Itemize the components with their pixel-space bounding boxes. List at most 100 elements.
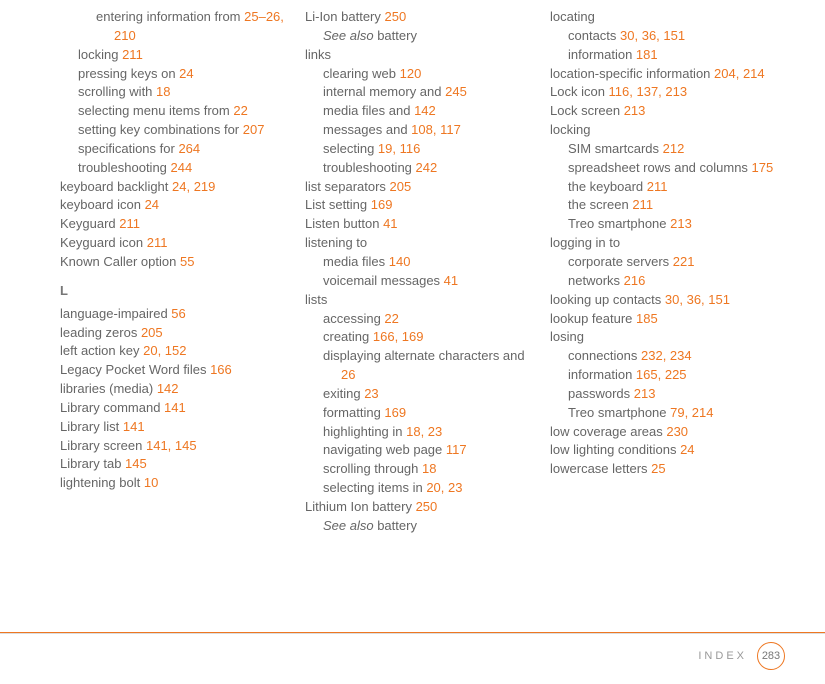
page-ref[interactable]: 165, 225 — [636, 367, 687, 382]
page-ref[interactable]: 24 — [145, 197, 159, 212]
page-ref[interactable]: 211 — [147, 235, 168, 250]
page-ref[interactable]: 20, 152 — [143, 343, 186, 358]
page-ref[interactable]: 24, 219 — [172, 179, 215, 194]
page-ref[interactable]: 55 — [180, 254, 194, 269]
page-ref[interactable]: 116, 137, 213 — [609, 84, 688, 99]
entry-text: information — [568, 47, 636, 62]
entry-text: losing — [550, 329, 584, 344]
index-entry: Legacy Pocket Word files 166 — [60, 361, 295, 380]
page-ref[interactable]: 120 — [400, 66, 422, 81]
page-ref[interactable]: 41 — [444, 273, 458, 288]
page-ref[interactable]: 141, 145 — [146, 438, 197, 453]
index-entry: Treo smartphone 79, 214 — [568, 404, 785, 423]
index-entry: left action key 20, 152 — [60, 342, 295, 361]
page-ref[interactable]: 22 — [233, 103, 247, 118]
page-ref[interactable]: 140 — [389, 254, 411, 269]
page-ref[interactable]: 204, 214 — [714, 66, 765, 81]
page-ref[interactable]: 141 — [164, 400, 186, 415]
page-ref[interactable]: 244 — [171, 160, 193, 175]
page-ref[interactable]: 211 — [632, 197, 653, 212]
page-ref[interactable]: 30, 36, 151 — [665, 292, 730, 307]
page-ref[interactable]: 20, 23 — [426, 480, 462, 495]
page-ref[interactable]: 56 — [171, 306, 185, 321]
page-ref[interactable]: 142 — [157, 381, 179, 396]
index-column-3: locatingcontacts 30, 36, 151information … — [550, 8, 785, 536]
page-ref[interactable]: 169 — [371, 197, 393, 212]
index-entry: selecting items in 20, 23 — [323, 479, 540, 498]
page-ref[interactable]: 211 — [119, 216, 140, 231]
page-ref[interactable]: 22 — [384, 311, 398, 326]
page-ref[interactable]: 212 — [663, 141, 685, 156]
page-number-badge: 283 — [757, 642, 785, 670]
page-ref[interactable]: 166, 169 — [373, 329, 424, 344]
entry-text: links — [305, 47, 331, 62]
page-ref[interactable]: 250 — [416, 499, 438, 514]
page-ref[interactable]: 108, 117 — [411, 122, 461, 137]
page-ref[interactable]: 19, 116 — [378, 141, 420, 156]
entry-text: locating — [550, 9, 595, 24]
index-entry: See also battery — [323, 517, 540, 536]
page-ref[interactable]: 25 — [651, 461, 665, 476]
index-entry: voicemail messages 41 — [323, 272, 540, 291]
index-entry: Keyguard icon 211 — [60, 234, 295, 253]
page-ref[interactable]: 142 — [414, 103, 436, 118]
page-ref[interactable]: 26 — [341, 367, 355, 382]
entry-text: lightening bolt — [60, 475, 144, 490]
index-entry: contacts 30, 36, 151 — [568, 27, 785, 46]
index-entry: looking up contacts 30, 36, 151 — [550, 291, 785, 310]
entry-text: media files and — [323, 103, 414, 118]
page-ref[interactable]: 242 — [416, 160, 438, 175]
page-ref[interactable]: 232, 234 — [641, 348, 692, 363]
page-ref[interactable]: 264 — [178, 141, 200, 156]
page-ref[interactable]: 216 — [624, 273, 646, 288]
page-ref[interactable]: 205 — [390, 179, 412, 194]
section-letter: L — [60, 282, 295, 301]
page-ref[interactable]: 213 — [624, 103, 646, 118]
page-ref[interactable]: 141 — [123, 419, 145, 434]
page-ref[interactable]: 213 — [670, 216, 692, 231]
page-ref[interactable]: 205 — [141, 325, 163, 340]
see-also: See also — [323, 518, 377, 533]
entry-text: battery — [377, 518, 417, 533]
entry-text: pressing keys on — [78, 66, 179, 81]
page-ref[interactable]: 30, 36, 151 — [620, 28, 685, 43]
page-ref[interactable]: 250 — [385, 9, 407, 24]
page-ref[interactable]: 10 — [144, 475, 158, 490]
page-ref[interactable]: 211 — [122, 47, 143, 62]
page-ref[interactable]: 185 — [636, 311, 658, 326]
entry-text: left action key — [60, 343, 143, 358]
page-ref[interactable]: 221 — [673, 254, 695, 269]
page-ref[interactable]: 41 — [383, 216, 397, 231]
page-ref[interactable]: 245 — [445, 84, 467, 99]
page-ref[interactable]: 23 — [364, 386, 378, 401]
entry-text: Library tab — [60, 456, 125, 471]
entry-text: connections — [568, 348, 641, 363]
entry-text: Library list — [60, 419, 123, 434]
page-ref[interactable]: 207 — [243, 122, 265, 137]
page-ref[interactable]: 24 — [680, 442, 694, 457]
page-ref[interactable]: 79, 214 — [670, 405, 713, 420]
page-ref[interactable]: 117 — [446, 442, 467, 457]
page-ref[interactable]: 24 — [179, 66, 193, 81]
entry-text: lookup feature — [550, 311, 636, 326]
page-ref[interactable]: 211 — [647, 179, 668, 194]
index-entry: scrolling through 18 — [323, 460, 540, 479]
entry-text: logging in to — [550, 235, 620, 250]
page-ref[interactable]: 166 — [210, 362, 232, 377]
page-ref[interactable]: 169 — [384, 405, 406, 420]
page-ref[interactable]: 230 — [666, 424, 688, 439]
page-ref[interactable]: 18 — [422, 461, 436, 476]
index-entry: displaying alternate characters and 26 — [323, 347, 540, 385]
entry-text: Legacy Pocket Word files — [60, 362, 210, 377]
page-ref[interactable]: 18, 23 — [406, 424, 442, 439]
page-ref[interactable]: 175 — [752, 160, 774, 175]
entry-text: the keyboard — [568, 179, 647, 194]
entry-text: scrolling with — [78, 84, 156, 99]
entry-text: the screen — [568, 197, 632, 212]
entry-text: Keyguard icon — [60, 235, 147, 250]
page-ref[interactable]: 18 — [156, 84, 170, 99]
page-ref[interactable]: 145 — [125, 456, 147, 471]
page-ref[interactable]: 181 — [636, 47, 658, 62]
page-ref[interactable]: 213 — [634, 386, 656, 401]
index-entry: Keyguard 211 — [60, 215, 295, 234]
